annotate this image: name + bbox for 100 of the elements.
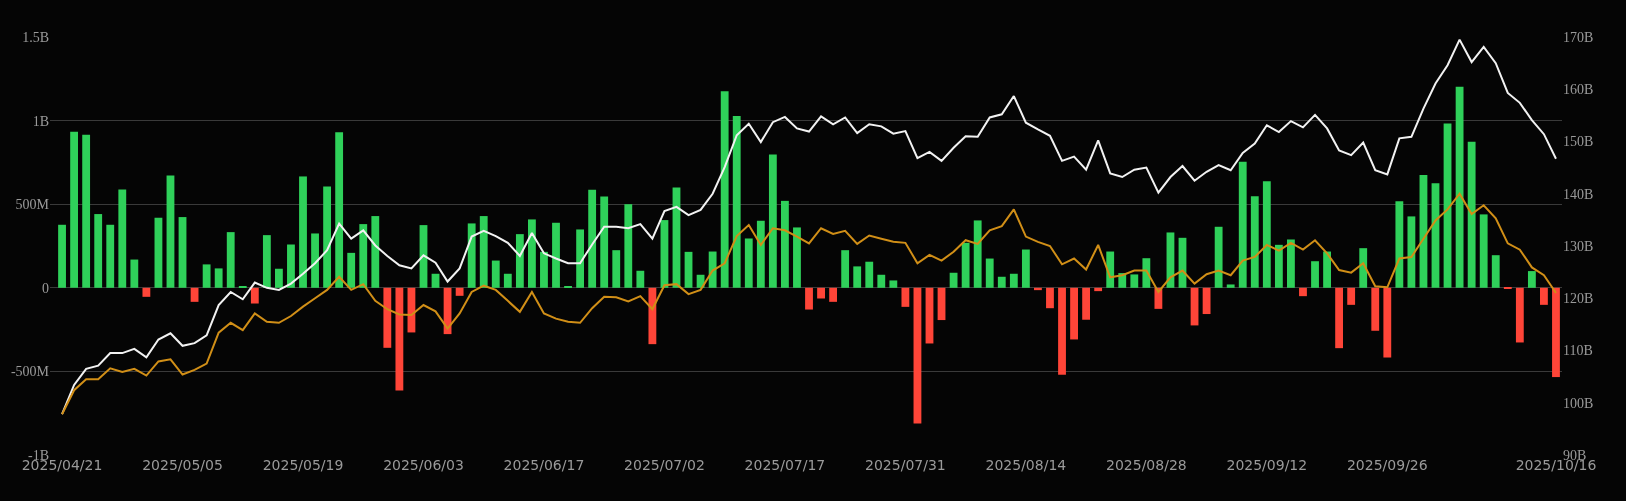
bar <box>684 251 693 288</box>
y2-tick-label: 120B <box>1563 291 1594 307</box>
bar <box>58 224 66 288</box>
bar <box>395 287 404 391</box>
bar <box>865 261 874 288</box>
bar <box>708 251 717 288</box>
bar <box>696 274 705 288</box>
bar <box>118 189 127 288</box>
bar <box>250 287 259 304</box>
bar <box>178 217 187 288</box>
bar <box>600 196 609 288</box>
bar <box>1540 287 1548 305</box>
bar <box>1479 214 1488 288</box>
bar <box>841 250 850 288</box>
y-tick-label: 0 <box>42 280 49 296</box>
bar <box>1262 181 1271 288</box>
bar <box>1094 287 1103 292</box>
y2-tick-label: 160B <box>1563 82 1594 98</box>
bar <box>515 234 524 288</box>
bar <box>1250 196 1259 288</box>
x-tick-label: 2025/06/03 <box>383 457 464 473</box>
x-tick-label: 2025/06/17 <box>503 457 585 473</box>
bar <box>961 242 970 288</box>
bar <box>467 223 476 288</box>
bar <box>287 244 295 288</box>
y-tick-label: 500M <box>15 197 50 213</box>
bar <box>973 220 982 288</box>
bar <box>1335 287 1344 349</box>
y2-tick-label: 130B <box>1563 238 1594 254</box>
bar <box>1491 255 1500 288</box>
bar <box>323 186 332 288</box>
x-tick-label: 2025/09/12 <box>1226 457 1308 473</box>
bar <box>781 200 789 288</box>
x-tick-label: 2025/07/17 <box>744 457 826 473</box>
bar <box>540 251 548 288</box>
bar <box>262 235 271 288</box>
bar <box>1238 161 1247 288</box>
bar <box>1142 258 1151 288</box>
bar <box>889 280 898 288</box>
bar <box>142 287 151 297</box>
bar <box>214 268 223 288</box>
bar <box>226 232 235 288</box>
bar <box>455 287 464 296</box>
bar <box>1407 216 1416 288</box>
bar <box>528 219 536 288</box>
bar <box>1347 287 1356 305</box>
bar <box>1287 239 1295 288</box>
bar <box>1046 287 1054 309</box>
bar <box>756 220 765 288</box>
bar <box>359 224 368 288</box>
bar <box>274 268 283 288</box>
bar <box>503 273 512 288</box>
x-tick-label: 2025/08/14 <box>985 457 1067 473</box>
bar <box>1359 248 1368 288</box>
x-tick-label: 2025/05/19 <box>262 457 344 473</box>
bar <box>576 229 585 288</box>
bar <box>347 252 356 288</box>
bar <box>612 250 621 288</box>
bar <box>877 274 886 288</box>
bar <box>1395 201 1404 288</box>
y2-tick-label: 110B <box>1563 343 1593 359</box>
bar <box>1226 284 1235 288</box>
bar <box>311 233 319 288</box>
bar <box>1299 287 1307 297</box>
bar <box>1274 244 1283 288</box>
bar <box>793 227 801 288</box>
bar <box>202 264 211 288</box>
x-tick-label: 2025/05/05 <box>142 457 223 473</box>
bar <box>1371 287 1380 331</box>
bar <box>383 287 392 348</box>
y2-tick-label: 100B <box>1563 395 1594 411</box>
bar <box>130 259 139 288</box>
line-series <box>61 192 1557 416</box>
bar <box>720 91 729 288</box>
bar <box>1082 287 1091 320</box>
bar <box>901 287 910 307</box>
bar <box>829 287 838 302</box>
y2-tick-label: 140B <box>1563 186 1594 202</box>
bar <box>732 116 741 288</box>
y-tick-label: 1B <box>32 113 49 129</box>
bar <box>636 270 645 288</box>
bar <box>648 287 657 345</box>
y-tick-label: 1.5B <box>22 29 49 45</box>
bar <box>949 272 958 288</box>
y2-tick-label: 170B <box>1563 29 1594 45</box>
bar <box>1383 287 1392 358</box>
bar <box>479 216 488 288</box>
x-tick-label: 2025/08/28 <box>1106 457 1187 473</box>
bar <box>1021 249 1030 288</box>
bar <box>491 260 500 288</box>
bar <box>817 287 825 299</box>
y2-tick-label: 150B <box>1563 134 1594 150</box>
bar <box>94 214 103 288</box>
bar <box>1527 271 1536 288</box>
x-tick-label: 2025/07/31 <box>865 457 946 473</box>
bar <box>985 258 994 288</box>
bar <box>1070 287 1078 340</box>
bar <box>166 175 175 288</box>
bar <box>335 132 344 288</box>
bar <box>744 238 753 288</box>
